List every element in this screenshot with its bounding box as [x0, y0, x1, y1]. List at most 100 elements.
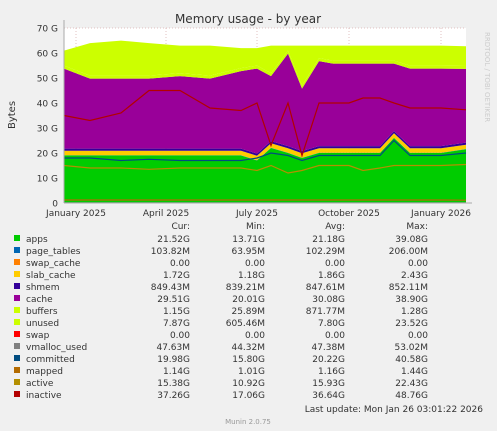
legend-min-value: 25.89M [231, 307, 265, 317]
legend-min-value: 0.00 [245, 331, 265, 341]
legend-swatch-buffers [14, 307, 20, 313]
legend-avg-value: 20.22G [312, 355, 345, 365]
legend-avg-value: 1.86G [318, 271, 345, 281]
legend-swatch-vmalloc-used [14, 343, 20, 349]
legend-swatch-apps [14, 235, 20, 241]
legend-header: Max: [406, 222, 428, 232]
legend-name: shmem [26, 283, 59, 293]
legend-swatch-inactive [14, 391, 20, 397]
legend-swatch-shmem [14, 283, 20, 289]
legend-min-value: 605.46M [226, 319, 265, 329]
legend: Cur: Min: Avg: Max: apps 21.52G 13.71G 21.18G 39… [14, 222, 428, 401]
legend-min-value: 0.00 [245, 259, 265, 269]
legend-header: Avg: [325, 222, 345, 232]
x-tick-label: April 2025 [143, 209, 189, 219]
legend-name: unused [26, 319, 59, 329]
legend-avg-value: 15.93G [312, 379, 345, 389]
legend-min-value: 44.32M [231, 343, 265, 353]
axes: 0 10 G 20 G 30 G 40 G 50 G 60 G 70 G January 202… [37, 20, 472, 219]
legend-name: mapped [26, 367, 63, 377]
legend-name: committed [26, 355, 75, 365]
chart-title: Memory usage - by year [175, 12, 321, 26]
legend-max-value: 1.28G [401, 307, 428, 317]
legend-swatch-slab-cache [14, 271, 20, 277]
area-apps [64, 138, 466, 203]
y-tick-label: 30 G [37, 125, 58, 135]
x-tick-label: July 2025 [235, 209, 278, 219]
legend-swatch-swap [14, 331, 20, 337]
y-tick-label: 0 [52, 200, 58, 210]
legend-max-value: 1.44G [401, 367, 428, 377]
legend-swatch-page-tables [14, 247, 20, 253]
legend-min-value: 839.21M [226, 283, 265, 293]
legend-cur-value: 1.15G [163, 307, 190, 317]
legend-avg-value: 47.38M [311, 343, 345, 353]
legend-max-value: 2.43G [401, 271, 428, 281]
legend-max-value: 48.76G [395, 391, 428, 401]
legend-name: buffers [26, 307, 58, 317]
x-tick-label: January 2025 [45, 209, 106, 219]
legend-max-value: 0.00 [408, 331, 428, 341]
y-tick-label: 10 G [37, 175, 58, 185]
legend-min-value: 15.80G [232, 355, 265, 365]
legend-avg-value: 30.08G [312, 295, 345, 305]
legend-max-value: 23.52G [395, 319, 428, 329]
stacked-areas [64, 40, 466, 203]
legend-cur-value: 7.87G [163, 319, 190, 329]
legend-cur-value: 1.14G [163, 367, 190, 377]
y-axis-label: Bytes [7, 101, 18, 129]
line-committed [64, 139, 467, 162]
y-tick-label: 50 G [37, 75, 58, 85]
legend-avg-value: 0.00 [325, 259, 345, 269]
legend-name: swap [26, 331, 50, 341]
legend-max-value: 38.90G [395, 295, 428, 305]
legend-avg-value: 7.80G [318, 319, 345, 329]
legend-avg-value: 36.64G [312, 391, 345, 401]
legend-cur-value: 47.63M [156, 343, 190, 353]
legend-max-value: 852.11M [389, 283, 428, 293]
legend-min-value: 20.01G [232, 295, 265, 305]
legend-name: slab_cache [26, 271, 76, 281]
legend-swatch-unused [14, 319, 20, 325]
legend-min-value: 10.92G [232, 379, 265, 389]
legend-min-value: 17.06G [232, 391, 265, 401]
line-inactive [63, 89, 467, 158]
legend-cur-value: 21.52G [157, 235, 190, 245]
legend-swatch-swap-cache [14, 259, 20, 265]
legend-avg-value: 21.18G [312, 235, 345, 245]
x-tick-label: January 2026 [410, 209, 471, 219]
legend-cur-value: 0.00 [170, 331, 190, 341]
y-tick-label: 60 G [37, 50, 58, 60]
legend-avg-value: 102.29M [306, 247, 345, 257]
legend-swatch-committed [14, 355, 20, 361]
legend-cur-value: 15.38G [157, 379, 190, 389]
munin-version: Munin 2.0.75 [225, 418, 271, 426]
y-tick-label: 40 G [37, 100, 58, 110]
last-update: Last update: Mon Jan 26 03:01:22 2026 [305, 405, 484, 415]
legend-min-value: 13.71G [232, 235, 265, 245]
area-slab-cache [64, 133, 466, 161]
legend-max-value: 53.02M [394, 343, 428, 353]
legend-cur-value: 37.26G [157, 391, 190, 401]
legend-cur-value: 103.82M [151, 247, 190, 257]
y-tick-label: 70 G [37, 25, 58, 35]
legend-swatch-cache [14, 295, 20, 301]
legend-cur-value: 29.51G [157, 295, 190, 305]
legend-avg-value: 847.61M [306, 283, 345, 293]
legend-max-value: 39.08G [395, 235, 428, 245]
legend-max-value: 40.58G [395, 355, 428, 365]
legend-cur-value: 0.00 [170, 259, 190, 269]
legend-cur-value: 19.98G [157, 355, 190, 365]
rrdtool-credit: RRDTOOL / TOBI OETIKER [483, 32, 491, 122]
legend-max-value: 0.00 [408, 259, 428, 269]
legend-cur-value: 849.43M [151, 283, 190, 293]
legend-min-value: 63.95M [231, 247, 265, 257]
legend-name: swap_cache [26, 259, 81, 269]
legend-name: apps [26, 235, 48, 245]
legend-name: inactive [26, 391, 62, 401]
x-tick-label: October 2025 [318, 209, 380, 219]
legend-name: cache [26, 295, 53, 305]
legend-header: Min: [246, 222, 265, 232]
line-active [63, 163, 467, 174]
area-unused [64, 40, 466, 86]
